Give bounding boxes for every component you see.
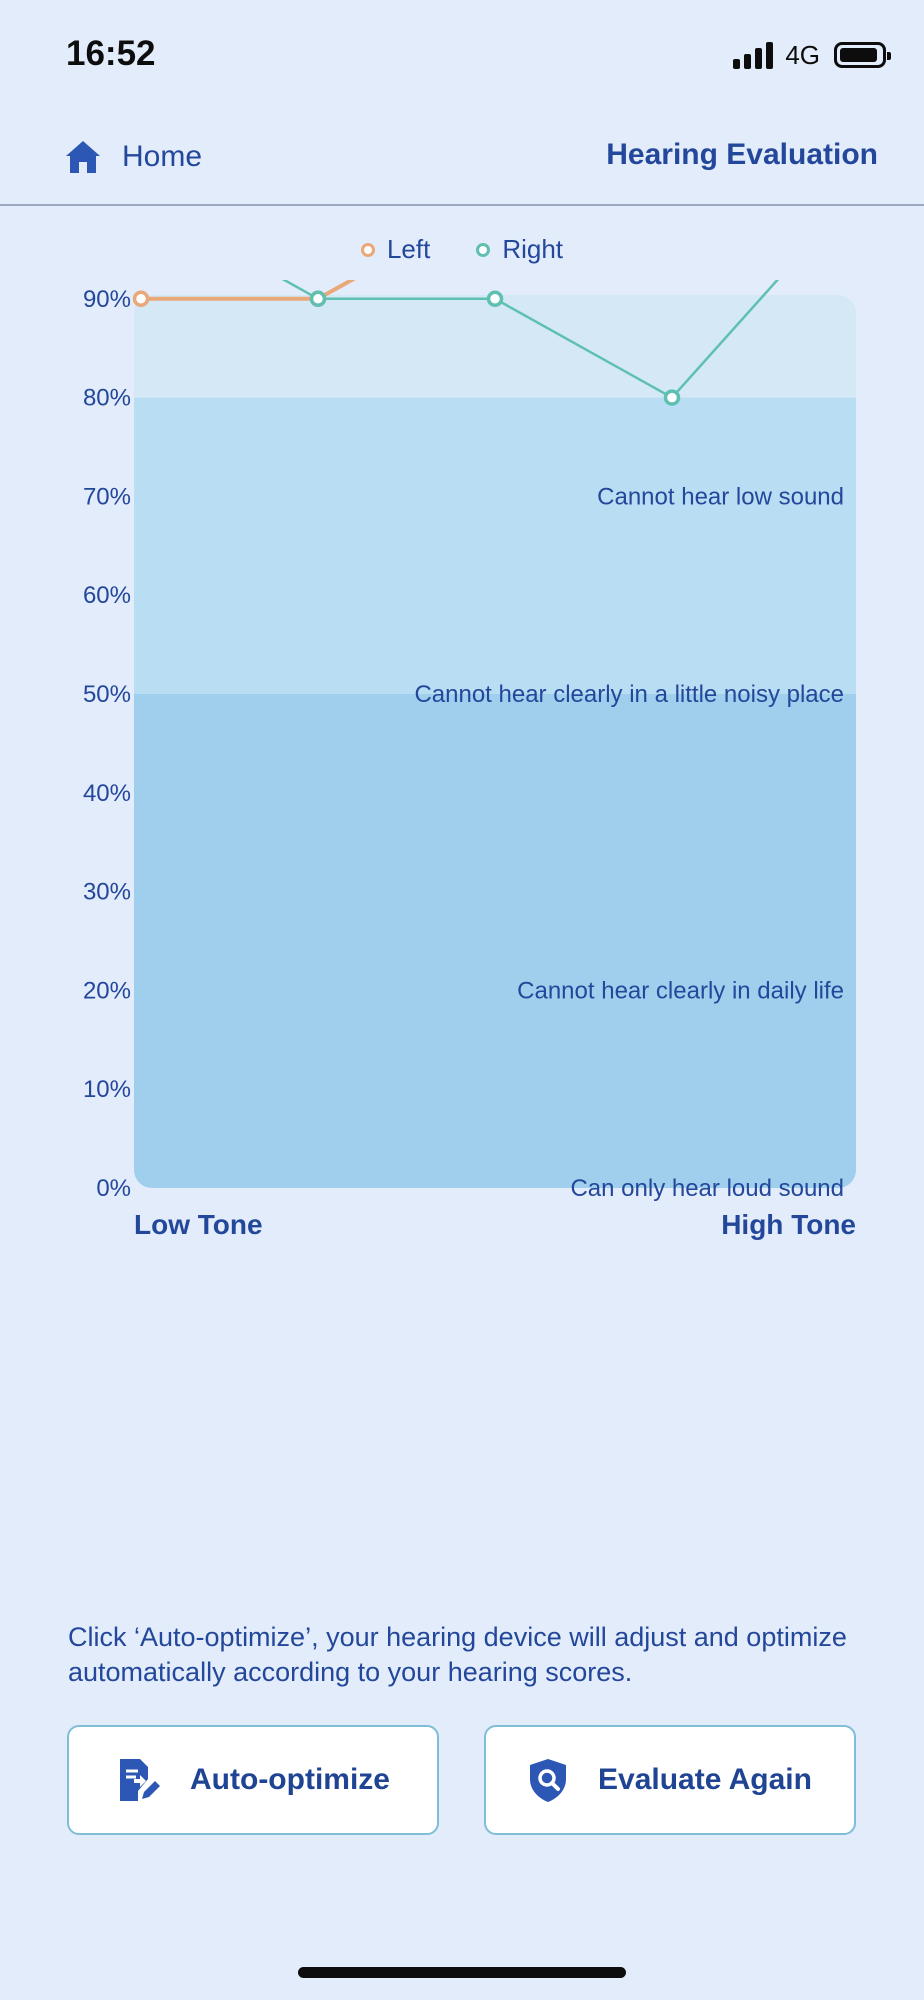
y-tick-label: 50% bbox=[83, 681, 131, 708]
auto-optimize-button[interactable]: Auto-optimize bbox=[67, 1725, 439, 1835]
legend-marker-right bbox=[476, 242, 491, 257]
shield-search-icon bbox=[530, 1759, 567, 1802]
home-label: Home bbox=[122, 140, 203, 173]
band-annotation: Cannot hear low sound bbox=[597, 483, 844, 510]
score-band-0 bbox=[134, 694, 856, 1188]
data-point-left bbox=[132, 290, 150, 308]
home-icon bbox=[66, 141, 100, 173]
y-tick-label: 60% bbox=[83, 582, 131, 609]
legend-label-right: Right bbox=[502, 234, 564, 264]
score-band-2 bbox=[134, 295, 856, 398]
network-type: 4G bbox=[785, 39, 820, 70]
home-button[interactable]: Home bbox=[64, 136, 202, 178]
battery-icon bbox=[834, 42, 891, 68]
legend-item-left: Left bbox=[360, 234, 431, 265]
legend-item-right: Right bbox=[476, 234, 563, 265]
score-bands bbox=[134, 295, 856, 1188]
status-icons: 4G bbox=[733, 38, 891, 72]
page-title: Hearing Evaluation bbox=[606, 138, 878, 171]
y-tick-label: 10% bbox=[83, 1076, 131, 1103]
evaluate-again-label: Evaluate Again bbox=[598, 1763, 812, 1796]
series-line-left bbox=[141, 280, 356, 301]
evaluate-again-button[interactable]: Evaluate Again bbox=[484, 1725, 856, 1835]
auto-optimize-hint: Click ‘Auto-optimize’, your hearing devi… bbox=[68, 1622, 847, 1687]
chart-legend: Left Right bbox=[0, 234, 924, 265]
data-point-right bbox=[486, 290, 504, 308]
status-time: 16:52 bbox=[66, 34, 156, 73]
y-tick-label: 20% bbox=[83, 977, 131, 1004]
y-tick-label: 40% bbox=[83, 780, 131, 807]
y-tick-label: 0% bbox=[96, 1175, 131, 1202]
navigation-bar: Home Hearing Evaluation bbox=[0, 118, 924, 206]
y-tick-label: 80% bbox=[83, 385, 131, 412]
legend-marker-left bbox=[360, 242, 375, 257]
auto-optimize-label: Auto-optimize bbox=[190, 1763, 390, 1796]
legend-label-left: Left bbox=[386, 234, 431, 264]
hearing-score-chart: Scores0%10%20%30%40%50%60%70%80%90%100%N… bbox=[83, 280, 856, 1240]
x-axis-start-label: Low Tone bbox=[134, 1209, 263, 1240]
y-tick-label: 30% bbox=[83, 879, 131, 906]
home-indicator bbox=[298, 1967, 626, 1978]
data-point-right bbox=[309, 290, 327, 308]
band-annotation: Can only hear loud sound bbox=[570, 1175, 844, 1202]
y-tick-label: 70% bbox=[83, 483, 131, 510]
band-annotation: Cannot hear clearly in a little noisy pl… bbox=[414, 681, 844, 708]
x-axis-end-label: High Tone bbox=[721, 1209, 856, 1240]
y-tick-label: 90% bbox=[83, 286, 131, 313]
signal-icon bbox=[733, 41, 774, 69]
band-annotation: Cannot hear clearly in daily life bbox=[517, 977, 844, 1004]
data-point-right bbox=[663, 389, 681, 406]
score-band-1 bbox=[134, 397, 856, 694]
document-edit-icon bbox=[120, 1759, 161, 1801]
